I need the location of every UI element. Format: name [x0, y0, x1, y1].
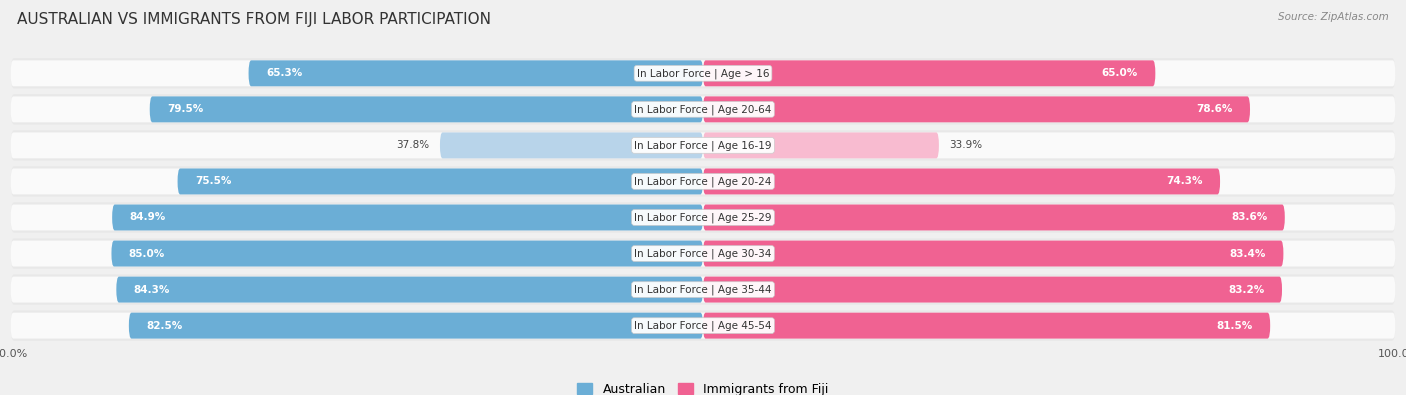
Text: In Labor Force | Age 25-29: In Labor Force | Age 25-29	[634, 212, 772, 223]
Text: 65.3%: 65.3%	[266, 68, 302, 78]
FancyBboxPatch shape	[10, 96, 1396, 122]
Text: In Labor Force | Age 45-54: In Labor Force | Age 45-54	[634, 320, 772, 331]
Text: In Labor Force | Age 35-44: In Labor Force | Age 35-44	[634, 284, 772, 295]
Text: 82.5%: 82.5%	[146, 321, 183, 331]
FancyBboxPatch shape	[703, 132, 939, 158]
FancyBboxPatch shape	[10, 60, 1396, 86]
FancyBboxPatch shape	[111, 241, 703, 267]
Text: In Labor Force | Age 16-19: In Labor Force | Age 16-19	[634, 140, 772, 150]
FancyBboxPatch shape	[10, 205, 1396, 230]
Text: 84.9%: 84.9%	[129, 213, 166, 222]
Text: 74.3%: 74.3%	[1166, 177, 1202, 186]
Text: 33.9%: 33.9%	[949, 140, 983, 150]
Text: Source: ZipAtlas.com: Source: ZipAtlas.com	[1278, 12, 1389, 22]
Text: In Labor Force | Age > 16: In Labor Force | Age > 16	[637, 68, 769, 79]
FancyBboxPatch shape	[10, 169, 1396, 194]
Text: 79.5%: 79.5%	[167, 104, 204, 115]
FancyBboxPatch shape	[10, 313, 1396, 339]
FancyBboxPatch shape	[10, 276, 1396, 303]
Legend: Australian, Immigrants from Fiji: Australian, Immigrants from Fiji	[572, 378, 834, 395]
FancyBboxPatch shape	[703, 96, 1250, 122]
FancyBboxPatch shape	[177, 169, 703, 194]
FancyBboxPatch shape	[10, 132, 1396, 158]
FancyBboxPatch shape	[117, 276, 703, 303]
FancyBboxPatch shape	[129, 313, 703, 339]
FancyBboxPatch shape	[440, 132, 703, 158]
Text: 81.5%: 81.5%	[1216, 321, 1253, 331]
Text: AUSTRALIAN VS IMMIGRANTS FROM FIJI LABOR PARTICIPATION: AUSTRALIAN VS IMMIGRANTS FROM FIJI LABOR…	[17, 12, 491, 27]
FancyBboxPatch shape	[10, 166, 1396, 197]
Text: 83.4%: 83.4%	[1230, 248, 1265, 259]
Text: 83.2%: 83.2%	[1229, 284, 1264, 295]
Text: 75.5%: 75.5%	[195, 177, 232, 186]
FancyBboxPatch shape	[10, 58, 1396, 88]
Text: In Labor Force | Age 30-34: In Labor Force | Age 30-34	[634, 248, 772, 259]
Text: 37.8%: 37.8%	[396, 140, 429, 150]
FancyBboxPatch shape	[10, 241, 1396, 267]
FancyBboxPatch shape	[703, 205, 1285, 230]
FancyBboxPatch shape	[703, 313, 1270, 339]
Text: 85.0%: 85.0%	[129, 248, 165, 259]
FancyBboxPatch shape	[10, 202, 1396, 233]
Text: 78.6%: 78.6%	[1197, 104, 1233, 115]
Text: In Labor Force | Age 20-64: In Labor Force | Age 20-64	[634, 104, 772, 115]
Text: 65.0%: 65.0%	[1102, 68, 1137, 78]
FancyBboxPatch shape	[10, 130, 1396, 160]
FancyBboxPatch shape	[703, 241, 1284, 267]
FancyBboxPatch shape	[10, 275, 1396, 305]
FancyBboxPatch shape	[10, 239, 1396, 269]
FancyBboxPatch shape	[249, 60, 703, 86]
FancyBboxPatch shape	[10, 94, 1396, 124]
Text: In Labor Force | Age 20-24: In Labor Force | Age 20-24	[634, 176, 772, 187]
Text: 83.6%: 83.6%	[1232, 213, 1267, 222]
FancyBboxPatch shape	[703, 276, 1282, 303]
Text: 84.3%: 84.3%	[134, 284, 170, 295]
FancyBboxPatch shape	[149, 96, 703, 122]
FancyBboxPatch shape	[112, 205, 703, 230]
FancyBboxPatch shape	[10, 310, 1396, 341]
FancyBboxPatch shape	[703, 60, 1156, 86]
FancyBboxPatch shape	[703, 169, 1220, 194]
